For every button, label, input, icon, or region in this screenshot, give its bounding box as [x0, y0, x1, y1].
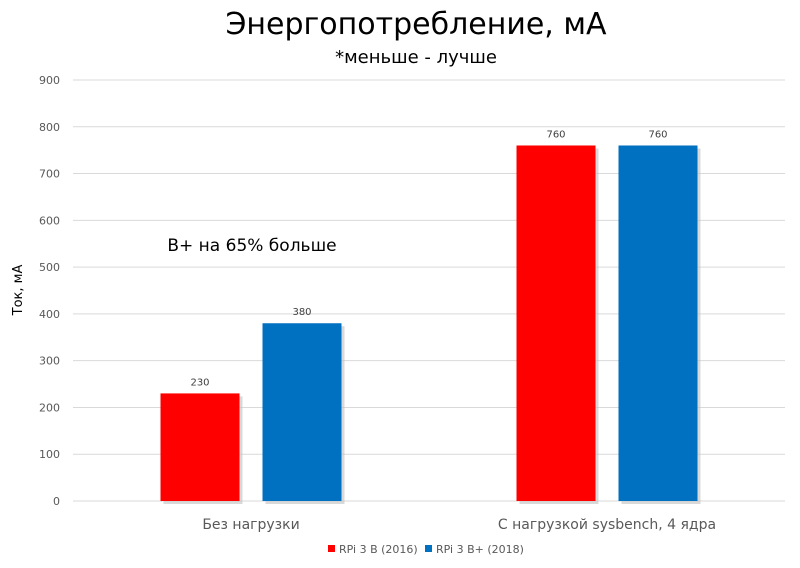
- x-category-label: С нагрузкой sysbench, 4 ядра: [498, 517, 716, 533]
- data-label: 760: [546, 129, 565, 140]
- y-tick-label: 800: [39, 121, 60, 134]
- y-tick-label: 400: [39, 308, 60, 321]
- x-category-label: Без нагрузки: [202, 517, 299, 533]
- y-tick-label: 700: [39, 168, 60, 181]
- legend-label: RPi 3 B+ (2018): [436, 543, 524, 556]
- y-tick-label: 100: [39, 448, 60, 461]
- y-tick-label: 600: [39, 214, 60, 227]
- y-tick-label: 500: [39, 261, 60, 274]
- legend-label: RPi 3 B (2016): [339, 543, 418, 556]
- chart-subtitle: *меньше - лучше: [335, 47, 497, 68]
- data-label: 230: [190, 377, 209, 388]
- legend-swatch: [425, 545, 432, 552]
- y-tick-label: 0: [53, 495, 60, 508]
- legend-swatch: [328, 545, 335, 552]
- data-label: 380: [292, 307, 311, 318]
- bar: [516, 145, 596, 501]
- data-label: 760: [648, 129, 667, 140]
- y-tick-label: 200: [39, 401, 60, 414]
- y-axis-label: Ток, мА: [11, 265, 26, 317]
- bar: [262, 323, 342, 501]
- chart-title: Энергопотребление, мА: [225, 7, 607, 42]
- y-tick-label: 900: [39, 74, 60, 87]
- bar: [618, 145, 698, 501]
- y-tick-label: 300: [39, 355, 60, 368]
- annotation: B+ на 65% больше: [167, 236, 336, 256]
- bar: [160, 393, 240, 501]
